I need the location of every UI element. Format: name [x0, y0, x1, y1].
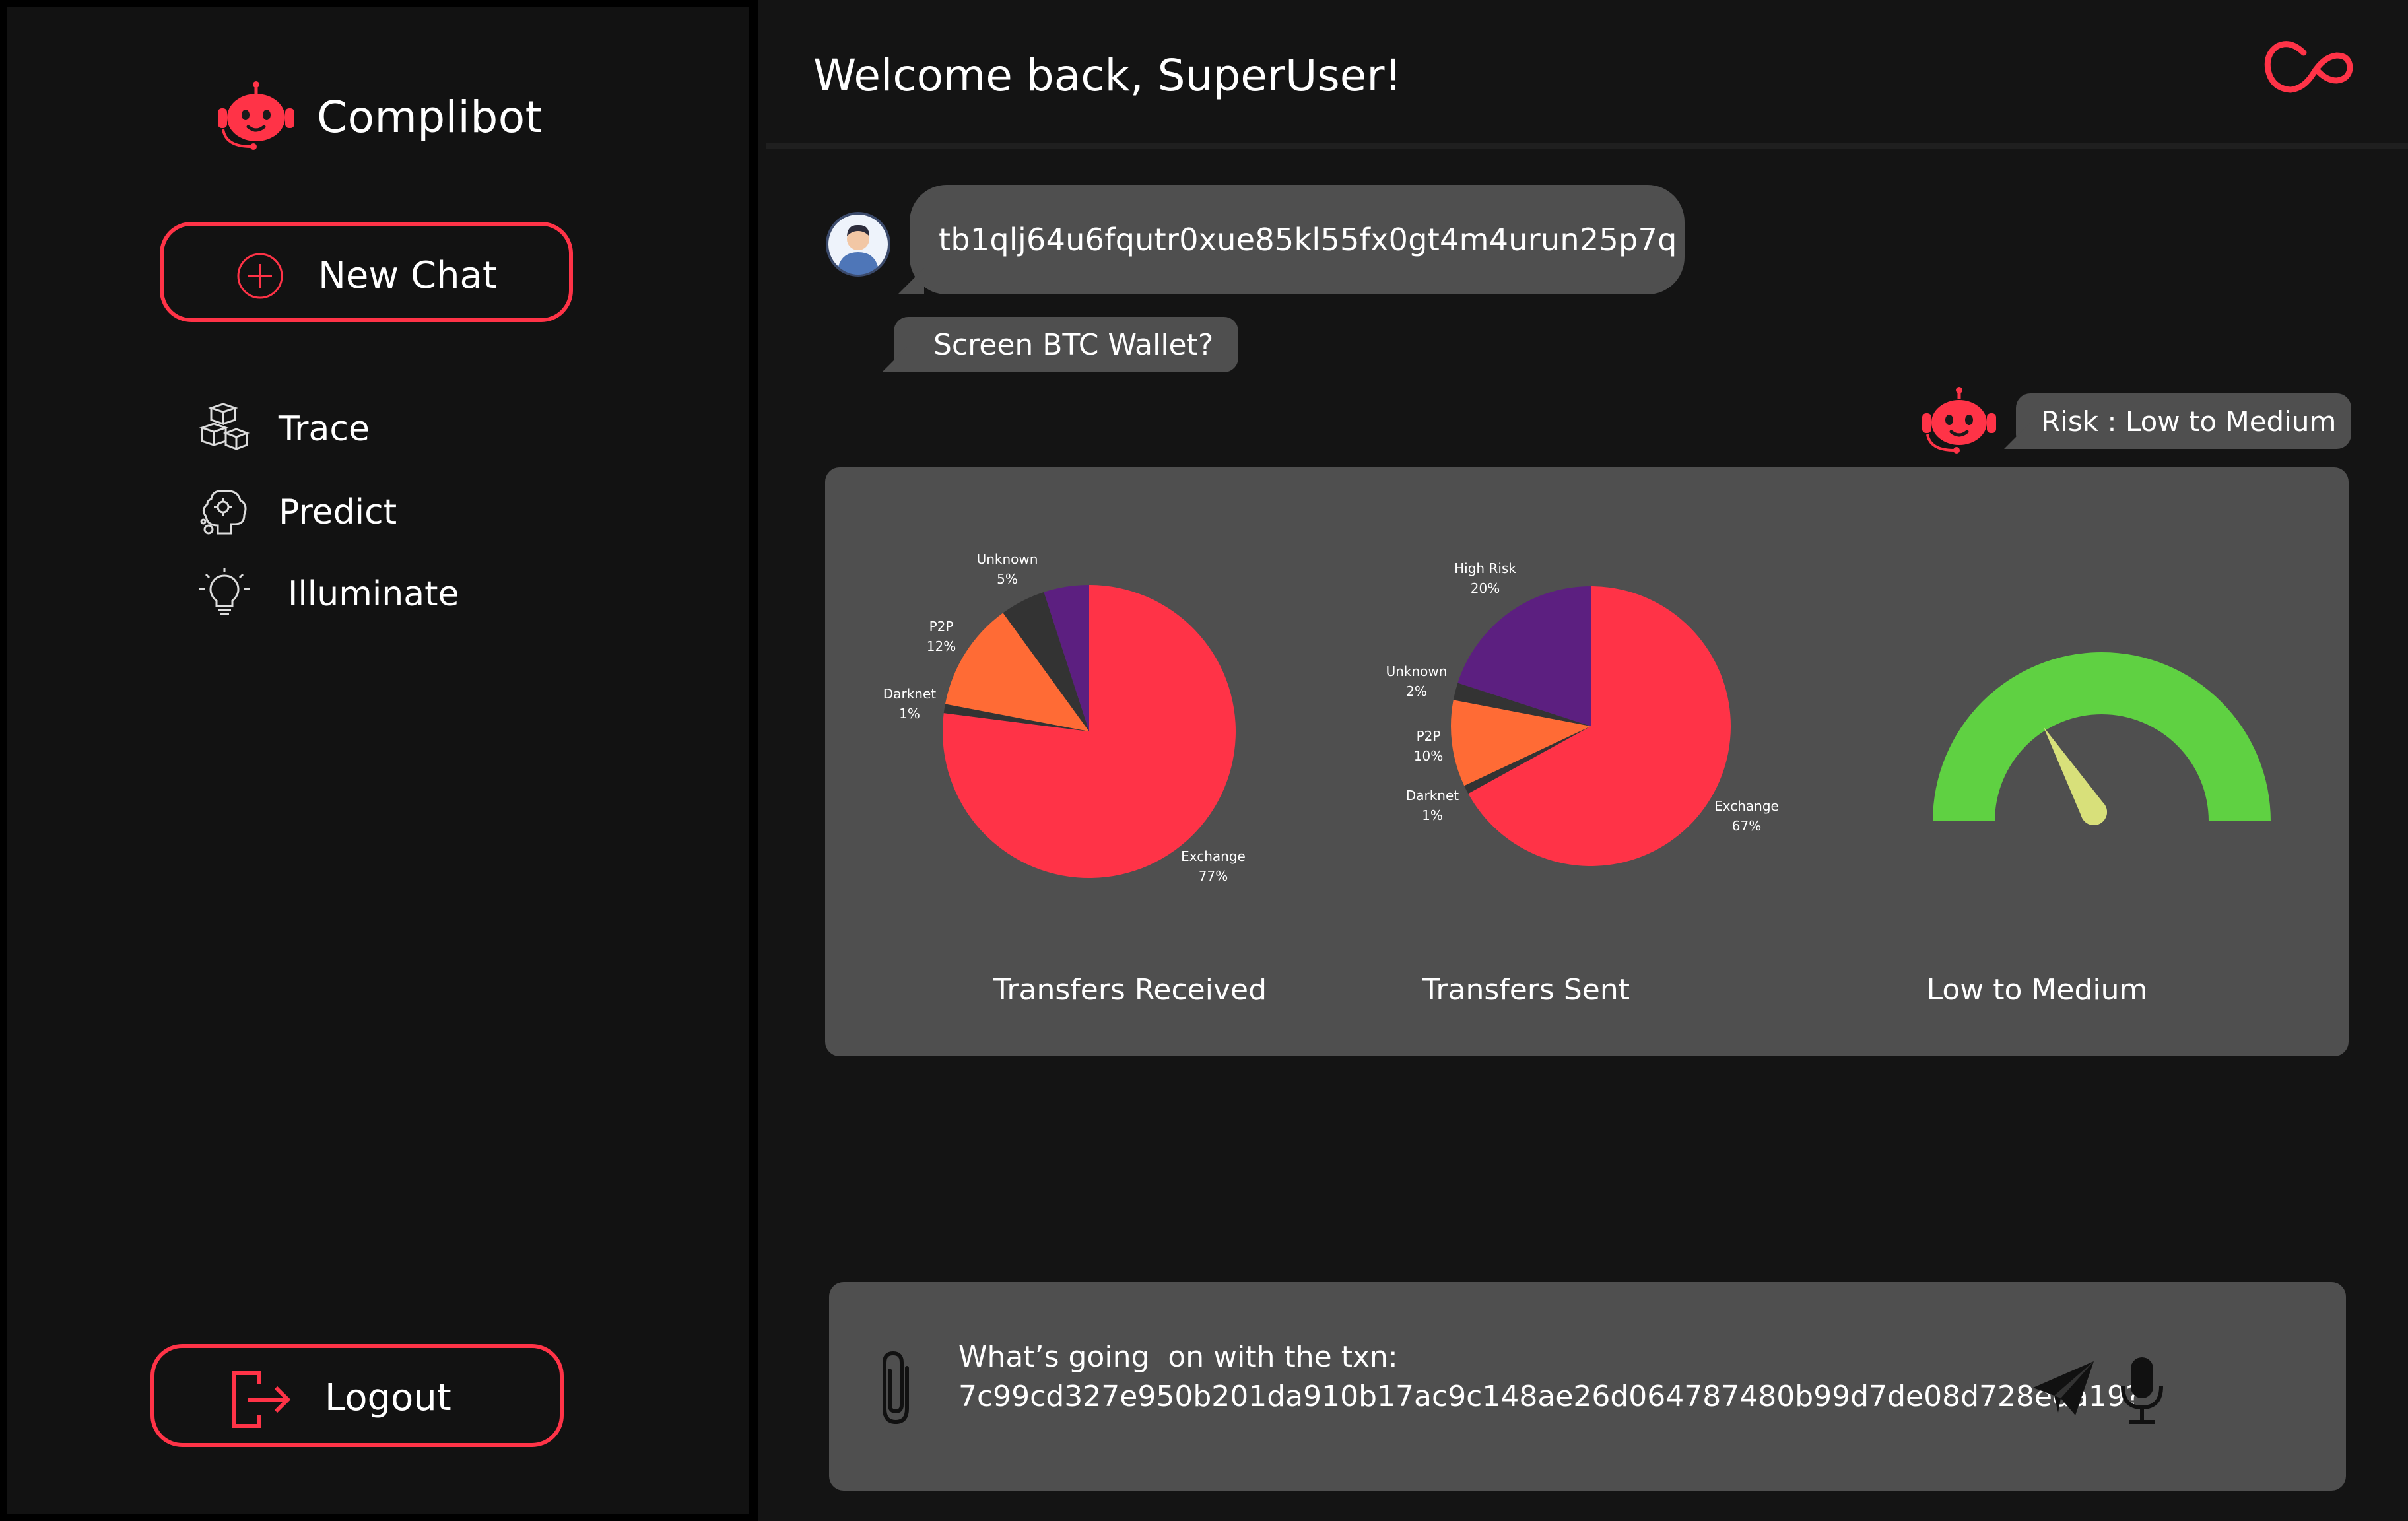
boxes-icon — [199, 403, 250, 451]
microphone-icon[interactable] — [2118, 1356, 2166, 1426]
send-icon[interactable] — [2032, 1360, 2095, 1417]
pie-label-0-1: Darknet 1% — [883, 686, 936, 722]
bot-message-risk: Risk : Low to Medium — [2016, 393, 2351, 449]
bot-avatar-icon — [1922, 387, 1996, 454]
logout-label: Logout — [325, 1376, 452, 1419]
user-message-address: tb1qlj64u6fqutr0xue85kl55fx0gt4m4urun25p… — [910, 185, 1685, 294]
pie-slice-0-1 — [943, 704, 1089, 731]
user-message-prompt: Screen BTC Wallet? — [894, 317, 1238, 372]
pie-slice-0-3 — [1003, 592, 1089, 731]
sidebar-item-label: Trace — [279, 409, 370, 449]
paperclip-icon[interactable] — [873, 1348, 919, 1427]
lightbulb-icon — [199, 568, 250, 615]
message-text: Risk : Low to Medium — [2041, 405, 2337, 438]
message-text: Screen BTC Wallet? — [933, 327, 1214, 362]
pie-label-1-3: Unknown 2% — [1386, 663, 1448, 699]
logout-button[interactable]: Logout — [150, 1344, 564, 1447]
sidebar: Complibot New Chat Trace — [0, 0, 758, 1521]
pie-label-0-0: Exchange 77% — [1181, 848, 1246, 884]
charts-canvas: Exchange 77% Darknet 1% P2P 12% Unknown 5% Excha… — [883, 551, 2271, 884]
sidebar-item-predict[interactable]: Predict — [198, 486, 397, 539]
chart-title-received: Transfers Received — [993, 973, 1267, 1007]
sidebar-item-label: Predict — [279, 492, 397, 532]
plus-circle-icon — [237, 253, 283, 299]
pie-slice-1-0 — [1468, 586, 1731, 866]
message-text: tb1qlj64u6fqutr0xue85kl55fx0gt4m4urun25p… — [939, 222, 1677, 257]
chart-title-gauge: Low to Medium — [1926, 973, 2148, 1007]
pie-slice-1-1 — [1464, 726, 1591, 794]
message-input-bar[interactable]: What’s going on with the txn: 7c99cd327e… — [829, 1282, 2346, 1491]
sidebar-item-illuminate[interactable]: Illuminate — [198, 568, 459, 621]
new-chat-button[interactable]: New Chat — [160, 222, 573, 322]
main-panel: Welcome back, SuperUser! tb1qlj64u6fqutr… — [758, 0, 2408, 1521]
header-divider — [766, 143, 2408, 149]
pie-slice-0-2 — [945, 613, 1089, 731]
sidebar-item-label: Illuminate — [288, 574, 459, 614]
message-input[interactable]: What’s going on with the txn: 7c99cd327e… — [958, 1340, 2141, 1413]
pie-label-1-0: Exchange 67% — [1714, 798, 1779, 834]
new-chat-label: New Chat — [318, 254, 497, 297]
user-avatar[interactable] — [825, 211, 891, 277]
brand: Complibot — [213, 81, 543, 153]
logout-icon — [232, 1371, 291, 1428]
analysis-card: Exchange 77% Darknet 1% P2P 12% Unknown 5% Excha… — [825, 467, 2349, 1056]
pie-slice-1-3 — [1453, 683, 1591, 726]
page-title: Welcome back, SuperUser! — [813, 50, 1402, 101]
pie-slice-1-4 — [1457, 586, 1591, 726]
brain-gear-icon — [200, 490, 247, 535]
pie-label-0-2: P2P 12% — [927, 619, 956, 654]
brand-name: Complibot — [317, 91, 543, 143]
infinity-logo-icon — [2264, 41, 2353, 93]
pie-slice-0-4 — [1044, 585, 1089, 731]
gauge-arc — [1933, 652, 2271, 821]
pie-label-1-2: P2P 10% — [1414, 728, 1443, 764]
gauge-hub — [2081, 799, 2107, 825]
sidebar-item-trace[interactable]: Trace — [198, 403, 370, 456]
pie-label-0-3: Unknown 5% — [977, 551, 1038, 587]
pie-label-1-1: Darknet 1% — [1406, 788, 1459, 823]
robot-logo-icon — [218, 81, 294, 150]
chart-title-sent: Transfers Sent — [1422, 973, 1630, 1007]
pie-slice-1-2 — [1451, 700, 1591, 786]
pie-label-1-4: High Risk 20% — [1454, 560, 1516, 596]
